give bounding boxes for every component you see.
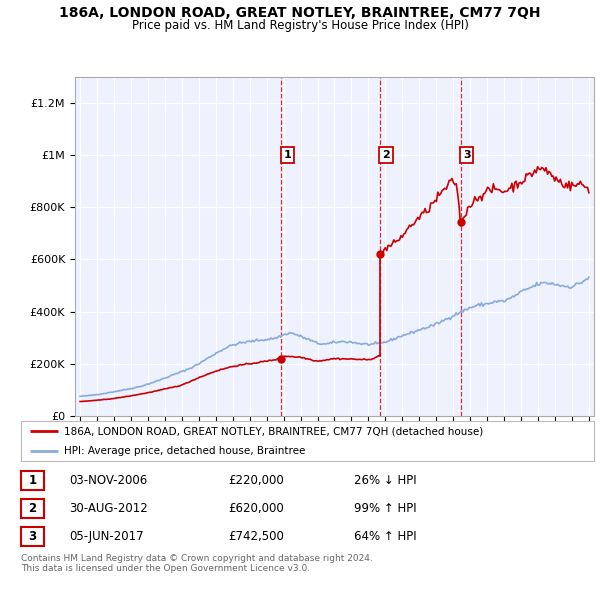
Text: Price paid vs. HM Land Registry's House Price Index (HPI): Price paid vs. HM Land Registry's House … (131, 19, 469, 32)
Text: 186A, LONDON ROAD, GREAT NOTLEY, BRAINTREE, CM77 7QH (detached house): 186A, LONDON ROAD, GREAT NOTLEY, BRAINTR… (64, 427, 483, 436)
Text: 3: 3 (28, 530, 37, 543)
Text: 1: 1 (283, 150, 291, 160)
Text: 03-NOV-2006: 03-NOV-2006 (69, 474, 147, 487)
Text: 2: 2 (28, 502, 37, 515)
Text: £620,000: £620,000 (228, 502, 284, 515)
Text: 99% ↑ HPI: 99% ↑ HPI (354, 502, 416, 515)
Text: 186A, LONDON ROAD, GREAT NOTLEY, BRAINTREE, CM77 7QH: 186A, LONDON ROAD, GREAT NOTLEY, BRAINTR… (59, 6, 541, 20)
Text: £220,000: £220,000 (228, 474, 284, 487)
Text: 1: 1 (28, 474, 37, 487)
Text: 3: 3 (463, 150, 470, 160)
Text: 2: 2 (382, 150, 390, 160)
Text: 05-JUN-2017: 05-JUN-2017 (69, 530, 143, 543)
Text: 30-AUG-2012: 30-AUG-2012 (69, 502, 148, 515)
Text: HPI: Average price, detached house, Braintree: HPI: Average price, detached house, Brai… (64, 447, 305, 456)
Text: 26% ↓ HPI: 26% ↓ HPI (354, 474, 416, 487)
Text: £742,500: £742,500 (228, 530, 284, 543)
Text: 64% ↑ HPI: 64% ↑ HPI (354, 530, 416, 543)
Text: Contains HM Land Registry data © Crown copyright and database right 2024.
This d: Contains HM Land Registry data © Crown c… (21, 554, 373, 573)
